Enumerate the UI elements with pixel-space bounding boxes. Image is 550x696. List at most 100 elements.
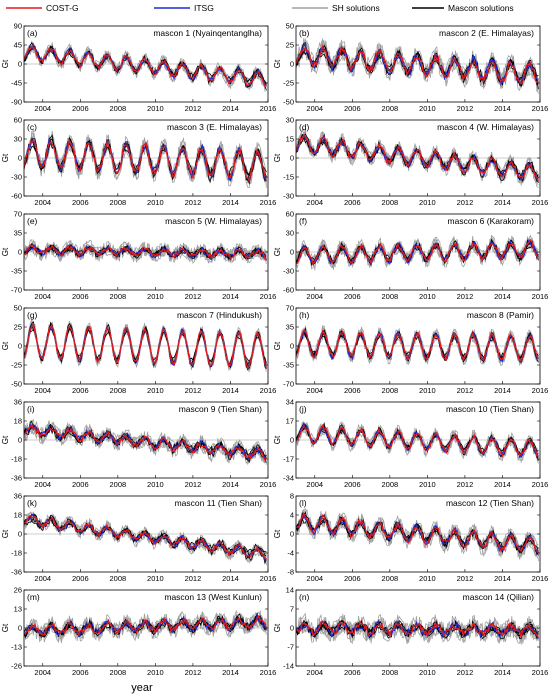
x-tick-label: 2016 xyxy=(260,668,277,677)
y-axis-label: Gt xyxy=(273,153,282,162)
y-axis-label: Gt xyxy=(1,341,10,350)
y-tick-label: 0 xyxy=(290,624,294,633)
mascon-solution-line xyxy=(296,425,539,456)
x-tick-label: 2012 xyxy=(185,198,202,207)
y-tick-label: 36 xyxy=(14,398,22,407)
y-axis-label: Gt xyxy=(1,59,10,68)
y-tick-label: 14 xyxy=(286,586,294,595)
y-tick-label: 0 xyxy=(18,436,22,445)
y-tick-label: -36 xyxy=(11,568,22,577)
panel-letter: (n) xyxy=(299,592,310,602)
x-tick-label: 2016 xyxy=(260,104,277,113)
x-tick-label: 2006 xyxy=(344,574,361,583)
cost-g-line xyxy=(296,329,539,362)
y-tick-label: 90 xyxy=(14,22,22,31)
panel-letter: (k) xyxy=(27,498,37,508)
y-tick-label: 25 xyxy=(14,323,22,332)
panel-14: 14 7 0 -7 -14 2004 2006 2008 2010 2012 2014 2016 Gt (… xyxy=(273,586,548,677)
y-tick-label: -60 xyxy=(11,192,22,201)
panel-title: mascon 7 (Hindukush) xyxy=(177,310,262,320)
panel-6: 60 30 0 -30 -60 2004 2006 2008 2010 2012 2014 2016 G… xyxy=(273,210,548,301)
legend-label-itsg: ITSG xyxy=(194,3,214,13)
panel-2: 50 25 0 -25 -50 2004 2006 2008 2010 2012 2014 2016 G… xyxy=(273,22,548,113)
x-tick-label: 2016 xyxy=(260,574,277,583)
y-tick-label: -50 xyxy=(283,98,294,107)
y-axis-label: Gt xyxy=(273,435,282,444)
panel-title: mascon 2 (E. Himalayas) xyxy=(439,28,534,38)
x-tick-label: 2014 xyxy=(494,386,511,395)
x-tick-label: 2016 xyxy=(532,480,549,489)
x-tick-label: 2012 xyxy=(457,574,474,583)
x-tick-label: 2012 xyxy=(185,386,202,395)
panel-title: mascon 11 (Tien Shan) xyxy=(175,498,263,508)
cost-g-line xyxy=(24,323,268,370)
x-tick-label: 2008 xyxy=(110,668,127,677)
x-tick-label: 2016 xyxy=(260,480,277,489)
y-axis-label: Gt xyxy=(273,59,282,68)
x-tick-label: 2016 xyxy=(532,292,549,301)
y-tick-label: -25 xyxy=(283,79,294,88)
cost-g-line xyxy=(296,424,539,458)
x-tick-label: 2010 xyxy=(419,668,436,677)
panel-letter: (j) xyxy=(299,404,307,414)
sh-solution-line xyxy=(296,615,539,645)
mascon-solution-line xyxy=(24,515,267,558)
y-tick-label: 50 xyxy=(286,22,294,31)
legend: COST-G ITSG SH solutions Mascon solution… xyxy=(6,3,514,13)
x-tick-label: 2006 xyxy=(344,386,361,395)
panel-title: mascon 3 (E. Himalayas) xyxy=(167,122,262,132)
x-tick-label: 2006 xyxy=(72,198,89,207)
x-tick-label: 2008 xyxy=(382,386,399,395)
y-tick-label: 70 xyxy=(286,304,294,313)
x-tick-label: 2010 xyxy=(147,574,164,583)
y-tick-label: 50 xyxy=(14,304,22,313)
y-tick-label: -15 xyxy=(283,173,294,182)
x-tick-label: 2004 xyxy=(34,668,51,677)
x-tick-label: 2008 xyxy=(110,480,127,489)
y-tick-label: 30 xyxy=(14,135,22,144)
x-tick-label: 2016 xyxy=(260,386,277,395)
y-tick-label: 60 xyxy=(286,210,294,219)
panel-title: mascon 12 (Tien Shan) xyxy=(446,498,534,508)
x-tick-label: 2010 xyxy=(147,292,164,301)
cost-g-line xyxy=(24,244,267,260)
panel-title: mascon 1 (Nyainqentanglha) xyxy=(153,28,262,38)
y-tick-label: 13 xyxy=(14,605,22,614)
y-tick-label: -18 xyxy=(11,455,22,464)
y-tick-label: 0 xyxy=(290,342,294,351)
panel-letter: (l) xyxy=(299,498,307,508)
y-tick-label: 0 xyxy=(18,342,22,351)
y-tick-label: 0 xyxy=(18,60,22,69)
cost-g-line xyxy=(296,44,539,85)
panel-letter: (d) xyxy=(299,122,310,132)
x-tick-label: 2016 xyxy=(532,198,549,207)
y-tick-label: -35 xyxy=(11,267,22,276)
x-tick-label: 2006 xyxy=(344,668,361,677)
panel-title: mascon 13 (West Kunlun) xyxy=(164,592,262,602)
cost-g-line xyxy=(296,511,539,554)
x-tick-label: 2004 xyxy=(34,292,51,301)
y-tick-label: -18 xyxy=(11,549,22,558)
y-tick-label: 45 xyxy=(14,41,22,50)
y-tick-label: 30 xyxy=(286,229,294,238)
y-tick-label: 25 xyxy=(286,41,294,50)
y-tick-label: 0 xyxy=(290,60,294,69)
x-tick-label: 2006 xyxy=(72,386,89,395)
x-tick-label: 2014 xyxy=(222,668,239,677)
y-axis-label: Gt xyxy=(1,435,10,444)
x-tick-label: 2004 xyxy=(306,104,323,113)
y-tick-label: -70 xyxy=(11,286,22,295)
panel-title: mascon 5 (W. Himalayas) xyxy=(165,216,262,226)
panel-12: 8 4 0 -4 -8 2004 2006 2008 2010 2012 2014 2016 Gt (l)… xyxy=(273,492,548,583)
x-tick-label: 2008 xyxy=(110,292,127,301)
y-tick-label: -17 xyxy=(283,455,294,464)
x-tick-label: 2004 xyxy=(34,386,51,395)
x-tick-label: 2014 xyxy=(222,104,239,113)
x-tick-label: 2006 xyxy=(72,292,89,301)
panel-letter: (g) xyxy=(27,310,38,320)
x-tick-label: 2008 xyxy=(110,386,127,395)
x-tick-label: 2010 xyxy=(419,480,436,489)
x-tick-label: 2014 xyxy=(494,668,511,677)
cost-g-line xyxy=(24,514,267,560)
x-tick-label: 2016 xyxy=(532,386,549,395)
